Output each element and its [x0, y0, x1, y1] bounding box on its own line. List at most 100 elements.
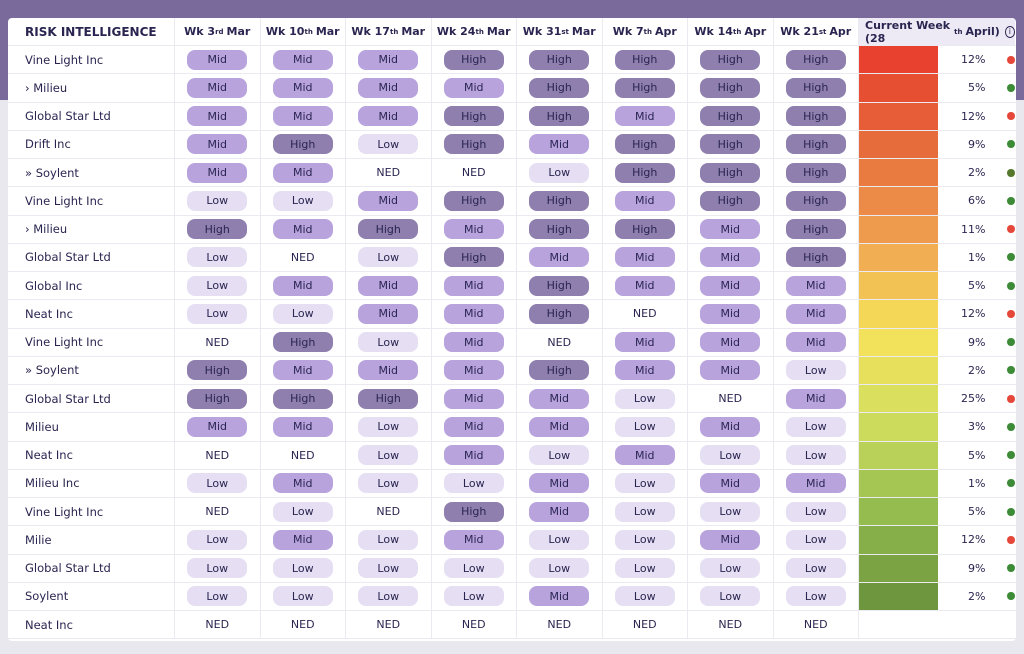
status-dot: [1007, 479, 1015, 488]
risk-pill: High: [443, 190, 504, 211]
week-cell: Mid: [688, 526, 774, 554]
week-cell: NED: [175, 498, 261, 526]
company-name: Vine Light Inc: [8, 46, 175, 74]
header-month: Mar: [571, 25, 596, 38]
risk-pill: Mid: [614, 445, 675, 466]
risk-pill: High: [785, 219, 846, 240]
header-month: Apr: [654, 25, 677, 38]
risk-pill: Low: [785, 360, 846, 381]
risk-pill: High: [443, 106, 504, 127]
heat-bar: [859, 526, 939, 554]
risk-pill: Mid: [700, 219, 761, 240]
risk-pill: Mid: [614, 190, 675, 211]
week-cell: High: [774, 74, 859, 102]
week-cell: Low: [517, 526, 603, 554]
risk-pill: Low: [358, 134, 419, 155]
risk-pill: High: [785, 162, 846, 183]
week-cell: Low: [517, 441, 603, 469]
table-row: Vine Light Inc NED Low NED High Mid Low Low Low 5…: [8, 498, 1016, 527]
week-cell: Mid: [261, 272, 346, 300]
risk-pill: Low: [614, 558, 675, 579]
status-dot: [1007, 451, 1015, 460]
risk-pill: High: [443, 247, 504, 268]
risk-pill: Low: [785, 529, 846, 550]
week-cell: NED: [261, 611, 346, 639]
risk-pill: Mid: [443, 388, 504, 409]
current-cell: 6%: [859, 187, 1015, 215]
risk-pill: NED: [205, 618, 230, 632]
risk-pill: Low: [700, 501, 761, 522]
week-cell: Low: [603, 498, 688, 526]
info-icon[interactable]: i: [1004, 25, 1015, 38]
risk-pill: High: [614, 162, 675, 183]
week-cell: High: [175, 385, 261, 413]
current-cell: 9%: [859, 554, 1015, 582]
week-cell: High: [261, 385, 346, 413]
week-cell: Low: [346, 243, 432, 271]
week-cell: Mid: [517, 385, 603, 413]
header-text: Wk 31: [522, 25, 562, 38]
risk-pill: Mid: [187, 49, 248, 70]
risk-pill: Mid: [700, 473, 761, 494]
week-cell: Low: [175, 300, 261, 328]
table-row: Global Star Ltd Low NED Low High Mid Mid Mid Hig…: [8, 243, 1016, 272]
risk-pill: Low: [614, 416, 675, 437]
header-suffix: th: [954, 27, 963, 36]
percentage: 25%: [961, 392, 986, 406]
week-cell: Mid: [175, 102, 261, 130]
heat-bar: [859, 300, 939, 328]
status-dot: [1007, 507, 1015, 516]
week-cell: Low: [688, 582, 774, 610]
week-cell: NED: [603, 300, 688, 328]
header-month: Apr: [744, 25, 767, 38]
week-cell: Low: [175, 187, 261, 215]
risk-pill: Mid: [785, 473, 846, 494]
week-cell: NED: [774, 611, 859, 639]
heat-bar: [859, 469, 939, 497]
risk-pill: Mid: [272, 219, 333, 240]
status-dot: [1007, 253, 1015, 262]
week-cell: High: [603, 46, 688, 74]
heat-bar: [859, 215, 939, 243]
week-cell: High: [517, 74, 603, 102]
current-cell: 5%: [859, 272, 1015, 300]
risk-pill: Mid: [358, 77, 419, 98]
week-cell: High: [517, 272, 603, 300]
week-cell: Low: [175, 526, 261, 554]
week-cell: High: [688, 46, 774, 74]
week-cell: High: [774, 215, 859, 243]
risk-pill: Low: [785, 416, 846, 437]
week-cell: Mid: [774, 469, 859, 497]
risk-pill: Low: [529, 529, 590, 550]
risk-pill: High: [529, 77, 590, 98]
risk-pill: Mid: [443, 360, 504, 381]
week-cell: NED: [346, 498, 432, 526]
table-row: Global Inc Low Mid Mid Mid High Mid Mid Mid 5%: [8, 272, 1016, 301]
week-cell: Mid: [346, 74, 432, 102]
week-cell: NED: [261, 441, 346, 469]
percentage: 9%: [968, 561, 986, 575]
week-cell: High: [688, 159, 774, 187]
status-dot: [1007, 366, 1015, 375]
risk-pill: Low: [614, 529, 675, 550]
week-cell: High: [517, 187, 603, 215]
week-cell: High: [774, 130, 859, 158]
risk-pill: NED: [376, 166, 401, 180]
risk-pill: NED: [205, 335, 230, 349]
heat-bar: [859, 159, 939, 187]
week-cell: Mid: [261, 46, 346, 74]
week-cell: Low: [175, 243, 261, 271]
risk-pill: Low: [443, 558, 504, 579]
company-name: Vine Light Inc: [8, 498, 175, 526]
week-cell: High: [432, 243, 517, 271]
risk-pill: High: [529, 219, 590, 240]
week-cell: Mid: [517, 243, 603, 271]
risk-pill: High: [785, 77, 846, 98]
week-cell: Mid: [688, 243, 774, 271]
header-month: Mar: [401, 25, 426, 38]
week-cell: Mid: [261, 469, 346, 497]
week-cell: Mid: [603, 243, 688, 271]
week-cell: Mid: [688, 469, 774, 497]
